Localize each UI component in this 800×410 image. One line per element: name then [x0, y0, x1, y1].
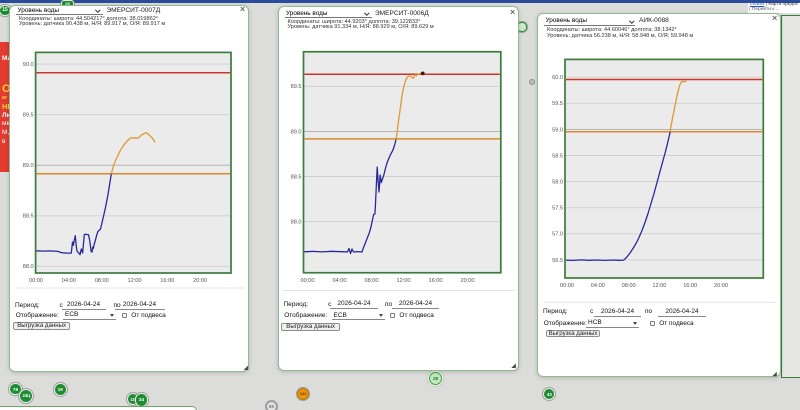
svg-text:89.5: 89.5 [290, 84, 301, 90]
svg-text:57.0: 57.0 [552, 231, 563, 237]
svg-text:20:00: 20:00 [460, 278, 474, 284]
svg-text:58.0: 58.0 [552, 179, 563, 185]
svg-text:00:00: 00:00 [300, 278, 314, 284]
svg-text:04:00: 04:00 [591, 283, 605, 289]
svg-text:04:00: 04:00 [332, 278, 346, 284]
svg-text:04:00: 04:00 [62, 278, 76, 284]
svg-text:16:00: 16:00 [160, 278, 174, 284]
svg-text:16:00: 16:00 [428, 278, 442, 284]
svg-text:20:00: 20:00 [714, 283, 728, 289]
svg-text:57.5: 57.5 [552, 205, 563, 211]
svg-text:88.0: 88.0 [290, 220, 301, 226]
svg-text:59.5: 59.5 [552, 101, 563, 107]
svg-text:12:00: 12:00 [652, 283, 666, 289]
svg-text:88.5: 88.5 [290, 174, 301, 180]
svg-text:90.0: 90.0 [23, 62, 34, 68]
svg-text:00:00: 00:00 [560, 283, 574, 289]
svg-text:16:00: 16:00 [683, 283, 697, 289]
svg-text:89.5: 89.5 [23, 112, 34, 118]
svg-text:00:00: 00:00 [29, 278, 43, 284]
svg-text:20:00: 20:00 [193, 278, 207, 284]
svg-text:59.0: 59.0 [552, 127, 563, 133]
svg-text:12:00: 12:00 [396, 278, 410, 284]
svg-text:89.0: 89.0 [23, 163, 34, 169]
svg-text:08:00: 08:00 [622, 283, 636, 289]
svg-text:08:00: 08:00 [95, 278, 109, 284]
svg-text:89.0: 89.0 [290, 129, 301, 135]
svg-text:56.5: 56.5 [552, 257, 563, 263]
svg-text:60.0: 60.0 [552, 75, 563, 81]
svg-text:88.5: 88.5 [23, 213, 34, 219]
svg-text:12:00: 12:00 [128, 278, 142, 284]
svg-text:58.5: 58.5 [552, 153, 563, 159]
svg-text:88.0: 88.0 [23, 264, 34, 270]
svg-text:08:00: 08:00 [364, 278, 378, 284]
